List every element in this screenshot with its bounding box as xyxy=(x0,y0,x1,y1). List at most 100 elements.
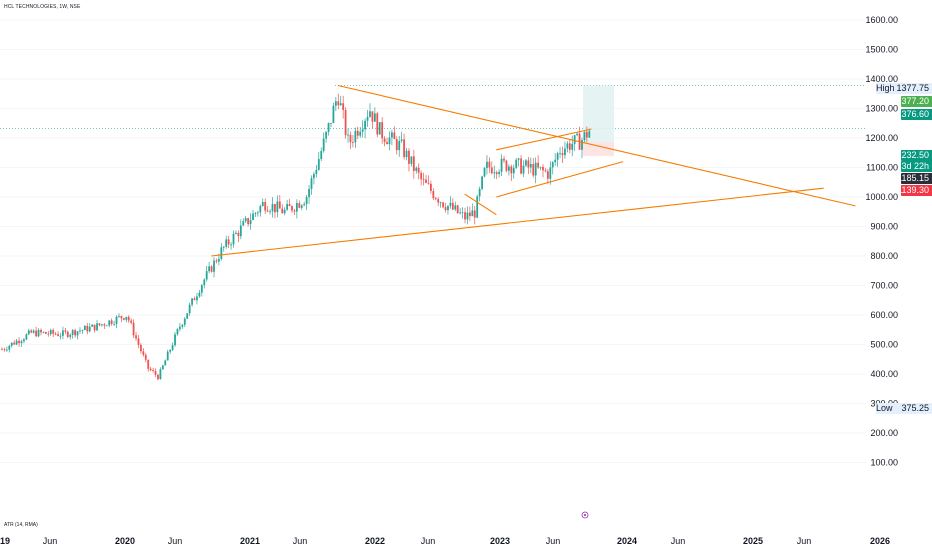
candle-body xyxy=(239,225,242,237)
candle-body xyxy=(525,160,527,166)
candle-body xyxy=(515,159,518,168)
candle-body xyxy=(57,334,59,337)
price-tag-bg xyxy=(876,83,932,94)
price-tag-label: High xyxy=(876,83,895,93)
candle-body xyxy=(237,232,240,237)
candle-body xyxy=(213,260,215,272)
candle-body xyxy=(468,212,471,217)
candle-body xyxy=(410,156,413,164)
candle-body xyxy=(54,333,57,335)
candle-body xyxy=(23,339,25,342)
candle-body xyxy=(456,205,459,214)
candle-body xyxy=(573,135,576,144)
candle-body xyxy=(305,197,308,205)
price-tick-label: 1400.00 xyxy=(865,74,898,84)
candle-body xyxy=(76,331,79,336)
price-tag-value: 1377.75 xyxy=(896,83,929,93)
candles-group xyxy=(1,93,591,381)
candle-body xyxy=(74,330,77,336)
candle-body xyxy=(464,212,466,220)
price-tick-label: 1300.00 xyxy=(865,104,898,114)
candle-body xyxy=(425,179,427,183)
candle-body xyxy=(488,161,491,168)
candle-body xyxy=(15,340,18,345)
indicator-label: ATR (14, RMA) xyxy=(4,522,38,528)
price-tag-bg xyxy=(876,403,932,414)
candle-body xyxy=(196,296,198,301)
candle-body xyxy=(373,113,376,122)
price-tick-label: 400.00 xyxy=(870,369,898,379)
candle-body xyxy=(327,123,330,132)
candle-body xyxy=(193,298,196,301)
candle-body xyxy=(47,333,50,335)
candle-body xyxy=(308,188,310,198)
candle-body xyxy=(393,132,396,140)
candle-body xyxy=(235,232,237,234)
candle-body xyxy=(42,332,45,333)
candle-body xyxy=(249,220,252,225)
candle-body xyxy=(298,203,301,208)
candle-body xyxy=(408,150,410,164)
candle-body xyxy=(495,172,498,175)
candle-body xyxy=(191,298,193,305)
price-tag-value: 1376.60 xyxy=(896,109,929,119)
price-tick-label: 900.00 xyxy=(870,222,898,232)
candle-body xyxy=(71,330,74,335)
candle-body xyxy=(122,318,125,320)
candle-body xyxy=(330,122,332,124)
candle-body xyxy=(388,137,391,145)
candle-body xyxy=(395,139,398,151)
candle-body xyxy=(93,324,96,331)
candle-body xyxy=(142,351,145,355)
candle-body xyxy=(266,210,269,212)
target-zone xyxy=(583,85,614,143)
candle-body xyxy=(320,150,323,160)
time-tick-label: 2020 xyxy=(115,536,135,546)
candle-body xyxy=(422,179,425,180)
event-marker-dot xyxy=(584,514,586,516)
candle-body xyxy=(549,167,552,179)
time-tick-label: 2025 xyxy=(743,536,763,546)
event-marker xyxy=(581,511,589,519)
candle-body xyxy=(498,171,501,175)
candle-body xyxy=(278,201,281,209)
candle-body xyxy=(69,334,72,337)
candle-body xyxy=(585,132,588,138)
price-tag-value: 1377.20 xyxy=(896,96,929,106)
candle-body xyxy=(310,178,313,189)
time-tick-label: 2021 xyxy=(240,536,260,546)
candle-body xyxy=(52,329,55,334)
candle-body xyxy=(1,349,3,351)
candle-body xyxy=(471,210,474,217)
candle-body xyxy=(149,368,152,371)
candle-body xyxy=(288,204,291,207)
candle-body xyxy=(432,191,435,199)
candle-body xyxy=(200,285,203,293)
candle-body xyxy=(66,331,69,337)
candle-body xyxy=(313,173,315,179)
time-tick-label: Jun xyxy=(293,536,308,546)
candle-body xyxy=(532,164,535,176)
candle-body xyxy=(403,139,405,158)
candle-body xyxy=(332,105,335,123)
candle-body xyxy=(215,260,218,262)
candle-body xyxy=(144,354,147,360)
candle-body xyxy=(447,205,449,211)
candle-body xyxy=(539,166,542,168)
candle-body xyxy=(32,330,35,333)
candle-body xyxy=(210,266,213,272)
candle-body xyxy=(81,329,84,331)
candle-body xyxy=(98,323,101,326)
candle-body xyxy=(383,138,386,142)
price-tag-bg xyxy=(901,96,932,107)
price-tick-label: 1100.00 xyxy=(866,163,898,173)
price-tick-label: 1200.00 xyxy=(865,133,898,143)
candle-body xyxy=(171,345,174,350)
candle-body xyxy=(303,204,306,206)
candle-body xyxy=(400,139,403,141)
candle-body xyxy=(415,167,418,171)
candle-body xyxy=(264,201,267,211)
candle-body xyxy=(110,320,113,324)
price-tag-label: Low xyxy=(876,403,893,413)
